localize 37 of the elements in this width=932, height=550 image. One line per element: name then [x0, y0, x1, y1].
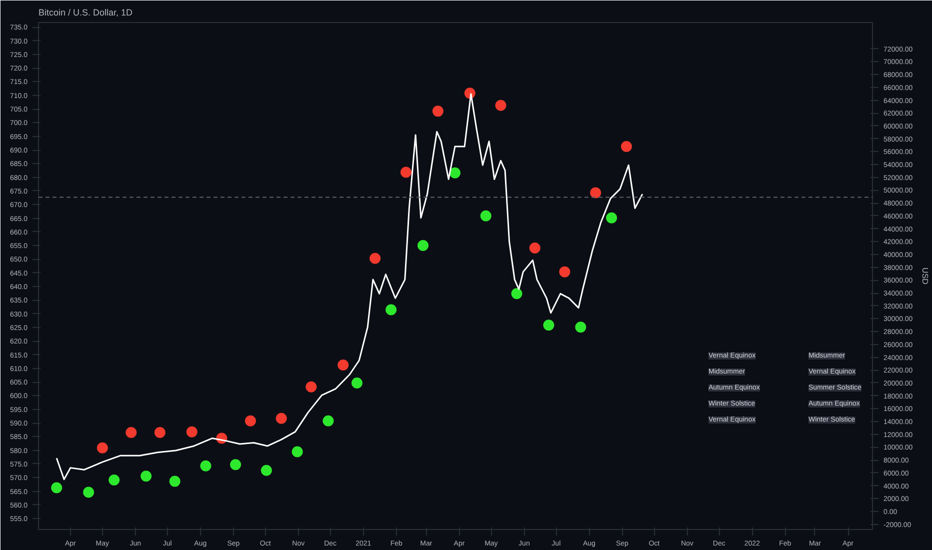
point [418, 240, 429, 251]
point [306, 381, 317, 392]
point [96, 442, 108, 454]
point [83, 486, 94, 498]
point [400, 166, 412, 178]
point [51, 482, 62, 494]
point [276, 412, 287, 424]
point [590, 187, 602, 198]
point [351, 378, 362, 388]
point [140, 470, 152, 482]
point [386, 304, 397, 316]
chart-title: Bitcoin / U.S. Dollar, 1D [38, 8, 134, 18]
point [200, 460, 212, 472]
point [495, 100, 506, 111]
point [186, 426, 198, 438]
point [154, 426, 166, 438]
point [169, 476, 180, 487]
point [260, 464, 272, 476]
point [126, 426, 137, 438]
point [575, 322, 586, 333]
point [108, 474, 120, 486]
y2-axis-title: USD [920, 268, 930, 285]
point [292, 446, 303, 458]
point [480, 210, 492, 222]
point [338, 360, 349, 370]
point [432, 106, 444, 117]
point [529, 242, 540, 254]
point [620, 141, 632, 152]
point [606, 212, 618, 224]
point [230, 459, 242, 470]
point [559, 266, 570, 278]
point [449, 167, 460, 178]
point [511, 288, 522, 300]
point [244, 415, 256, 426]
point [322, 415, 334, 426]
point [370, 252, 381, 264]
point [543, 320, 554, 331]
